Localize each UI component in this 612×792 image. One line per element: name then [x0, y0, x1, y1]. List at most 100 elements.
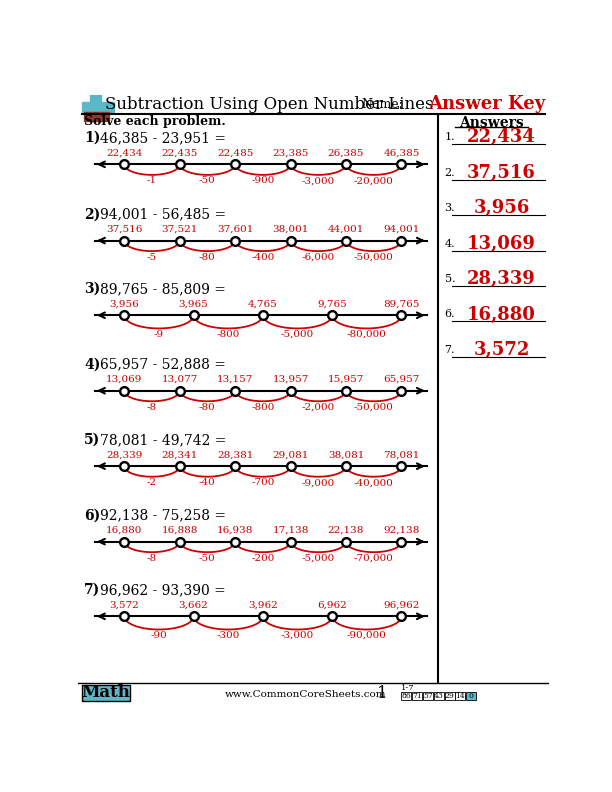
Text: 1): 1) [84, 131, 100, 145]
Bar [82, 685, 130, 701]
Text: -3,000: -3,000 [281, 631, 314, 640]
Text: -70,000: -70,000 [354, 554, 394, 562]
Text: 17,138: 17,138 [272, 526, 308, 535]
Text: 37,516: 37,516 [467, 164, 536, 182]
Text: 1: 1 [377, 685, 387, 702]
Text: 3,572: 3,572 [473, 341, 530, 359]
Text: 65,957 - 52,888 =: 65,957 - 52,888 = [100, 357, 225, 371]
Bar [423, 691, 433, 700]
Text: 94,001 - 56,485 =: 94,001 - 56,485 = [100, 208, 226, 222]
Text: 16,880: 16,880 [467, 306, 536, 323]
Text: -300: -300 [217, 631, 240, 640]
Text: 9,765: 9,765 [317, 299, 347, 308]
Text: 86: 86 [401, 692, 411, 700]
Text: -800: -800 [217, 330, 240, 339]
Text: 7): 7) [84, 583, 100, 597]
Text: 37,516: 37,516 [106, 225, 143, 234]
Text: 96,962: 96,962 [383, 600, 420, 609]
Text: 29: 29 [445, 692, 455, 700]
Text: Math: Math [81, 684, 130, 702]
Bar [455, 691, 465, 700]
Text: -1: -1 [147, 177, 157, 185]
Text: -9,000: -9,000 [302, 478, 335, 487]
Text: -80: -80 [199, 253, 216, 261]
Text: 13,077: 13,077 [162, 375, 198, 384]
Text: -8: -8 [147, 554, 157, 562]
Text: 46,385: 46,385 [383, 148, 420, 158]
Text: 1-7: 1-7 [401, 684, 415, 692]
Text: 29,081: 29,081 [272, 450, 308, 459]
Text: 13,957: 13,957 [272, 375, 308, 384]
Text: 46,385 - 23,951 =: 46,385 - 23,951 = [100, 131, 226, 145]
Text: 3,662: 3,662 [179, 600, 209, 609]
Text: -700: -700 [251, 478, 275, 487]
Text: 4): 4) [84, 357, 100, 371]
Bar [466, 691, 476, 700]
Text: 78,081 - 49,742 =: 78,081 - 49,742 = [100, 433, 226, 447]
Text: 65,957: 65,957 [383, 375, 420, 384]
Bar [444, 691, 455, 700]
Text: 28,381: 28,381 [217, 450, 253, 459]
Text: 2): 2) [84, 208, 100, 222]
Text: -900: -900 [251, 177, 275, 185]
Text: 4,765: 4,765 [248, 299, 278, 308]
Text: -6,000: -6,000 [302, 253, 335, 261]
Text: 89,765: 89,765 [383, 299, 420, 308]
Text: 96,962 - 93,390 =: 96,962 - 93,390 = [100, 583, 225, 597]
Text: -90,000: -90,000 [347, 631, 387, 640]
Text: 3.: 3. [444, 204, 455, 213]
Text: 92,138: 92,138 [383, 526, 420, 535]
Text: Name:: Name: [362, 97, 403, 111]
Text: -20,000: -20,000 [354, 177, 394, 185]
Text: 14: 14 [455, 692, 465, 700]
Text: 6.: 6. [444, 310, 455, 319]
Text: -5,000: -5,000 [302, 554, 335, 562]
Text: 5): 5) [84, 433, 100, 447]
Text: -50,000: -50,000 [354, 253, 394, 261]
Text: 89,765 - 85,809 =: 89,765 - 85,809 = [100, 282, 225, 296]
Text: 28,339: 28,339 [106, 450, 143, 459]
Bar [91, 93, 101, 121]
Text: 13,157: 13,157 [217, 375, 253, 384]
Text: -5,000: -5,000 [281, 330, 314, 339]
Text: 16,880: 16,880 [106, 526, 143, 535]
Text: 6,962: 6,962 [317, 600, 347, 609]
Text: 3,956: 3,956 [110, 299, 139, 308]
Text: 38,081: 38,081 [328, 450, 364, 459]
Text: 38,001: 38,001 [272, 225, 308, 234]
Text: 5.: 5. [444, 274, 455, 284]
Text: 23,385: 23,385 [272, 148, 308, 158]
Text: -2,000: -2,000 [302, 403, 335, 412]
Text: www.CommonCoreSheets.com: www.CommonCoreSheets.com [225, 690, 386, 699]
Text: 28,339: 28,339 [467, 270, 536, 288]
Text: 57: 57 [423, 692, 433, 700]
Text: -800: -800 [251, 403, 275, 412]
Text: 13,069: 13,069 [467, 234, 536, 253]
Text: 2.: 2. [444, 168, 455, 178]
Text: Answer Key: Answer Key [428, 95, 545, 113]
Text: -8: -8 [147, 403, 157, 412]
Text: 3,572: 3,572 [110, 600, 139, 609]
Bar [84, 112, 109, 121]
Text: 26,385: 26,385 [328, 148, 364, 158]
Text: Subtraction Using Open Number Lines: Subtraction Using Open Number Lines [105, 96, 433, 112]
Text: 3,965: 3,965 [179, 299, 209, 308]
Text: 3,956: 3,956 [473, 200, 530, 217]
Bar [412, 691, 422, 700]
Text: 15,957: 15,957 [328, 375, 364, 384]
Text: -40,000: -40,000 [354, 478, 394, 487]
Text: -50: -50 [199, 177, 216, 185]
Text: 37,601: 37,601 [217, 225, 253, 234]
Text: Solve each problem.: Solve each problem. [84, 115, 226, 128]
Text: 1.: 1. [444, 132, 455, 143]
Text: 16,888: 16,888 [162, 526, 198, 535]
Text: -9: -9 [154, 330, 164, 339]
Bar [82, 102, 114, 112]
Text: Answers: Answers [459, 116, 524, 130]
Text: 71: 71 [412, 692, 422, 700]
Text: 22,138: 22,138 [328, 526, 364, 535]
Text: -50: -50 [199, 554, 216, 562]
Text: -80,000: -80,000 [347, 330, 387, 339]
Text: 22,485: 22,485 [217, 148, 253, 158]
Bar [434, 691, 444, 700]
